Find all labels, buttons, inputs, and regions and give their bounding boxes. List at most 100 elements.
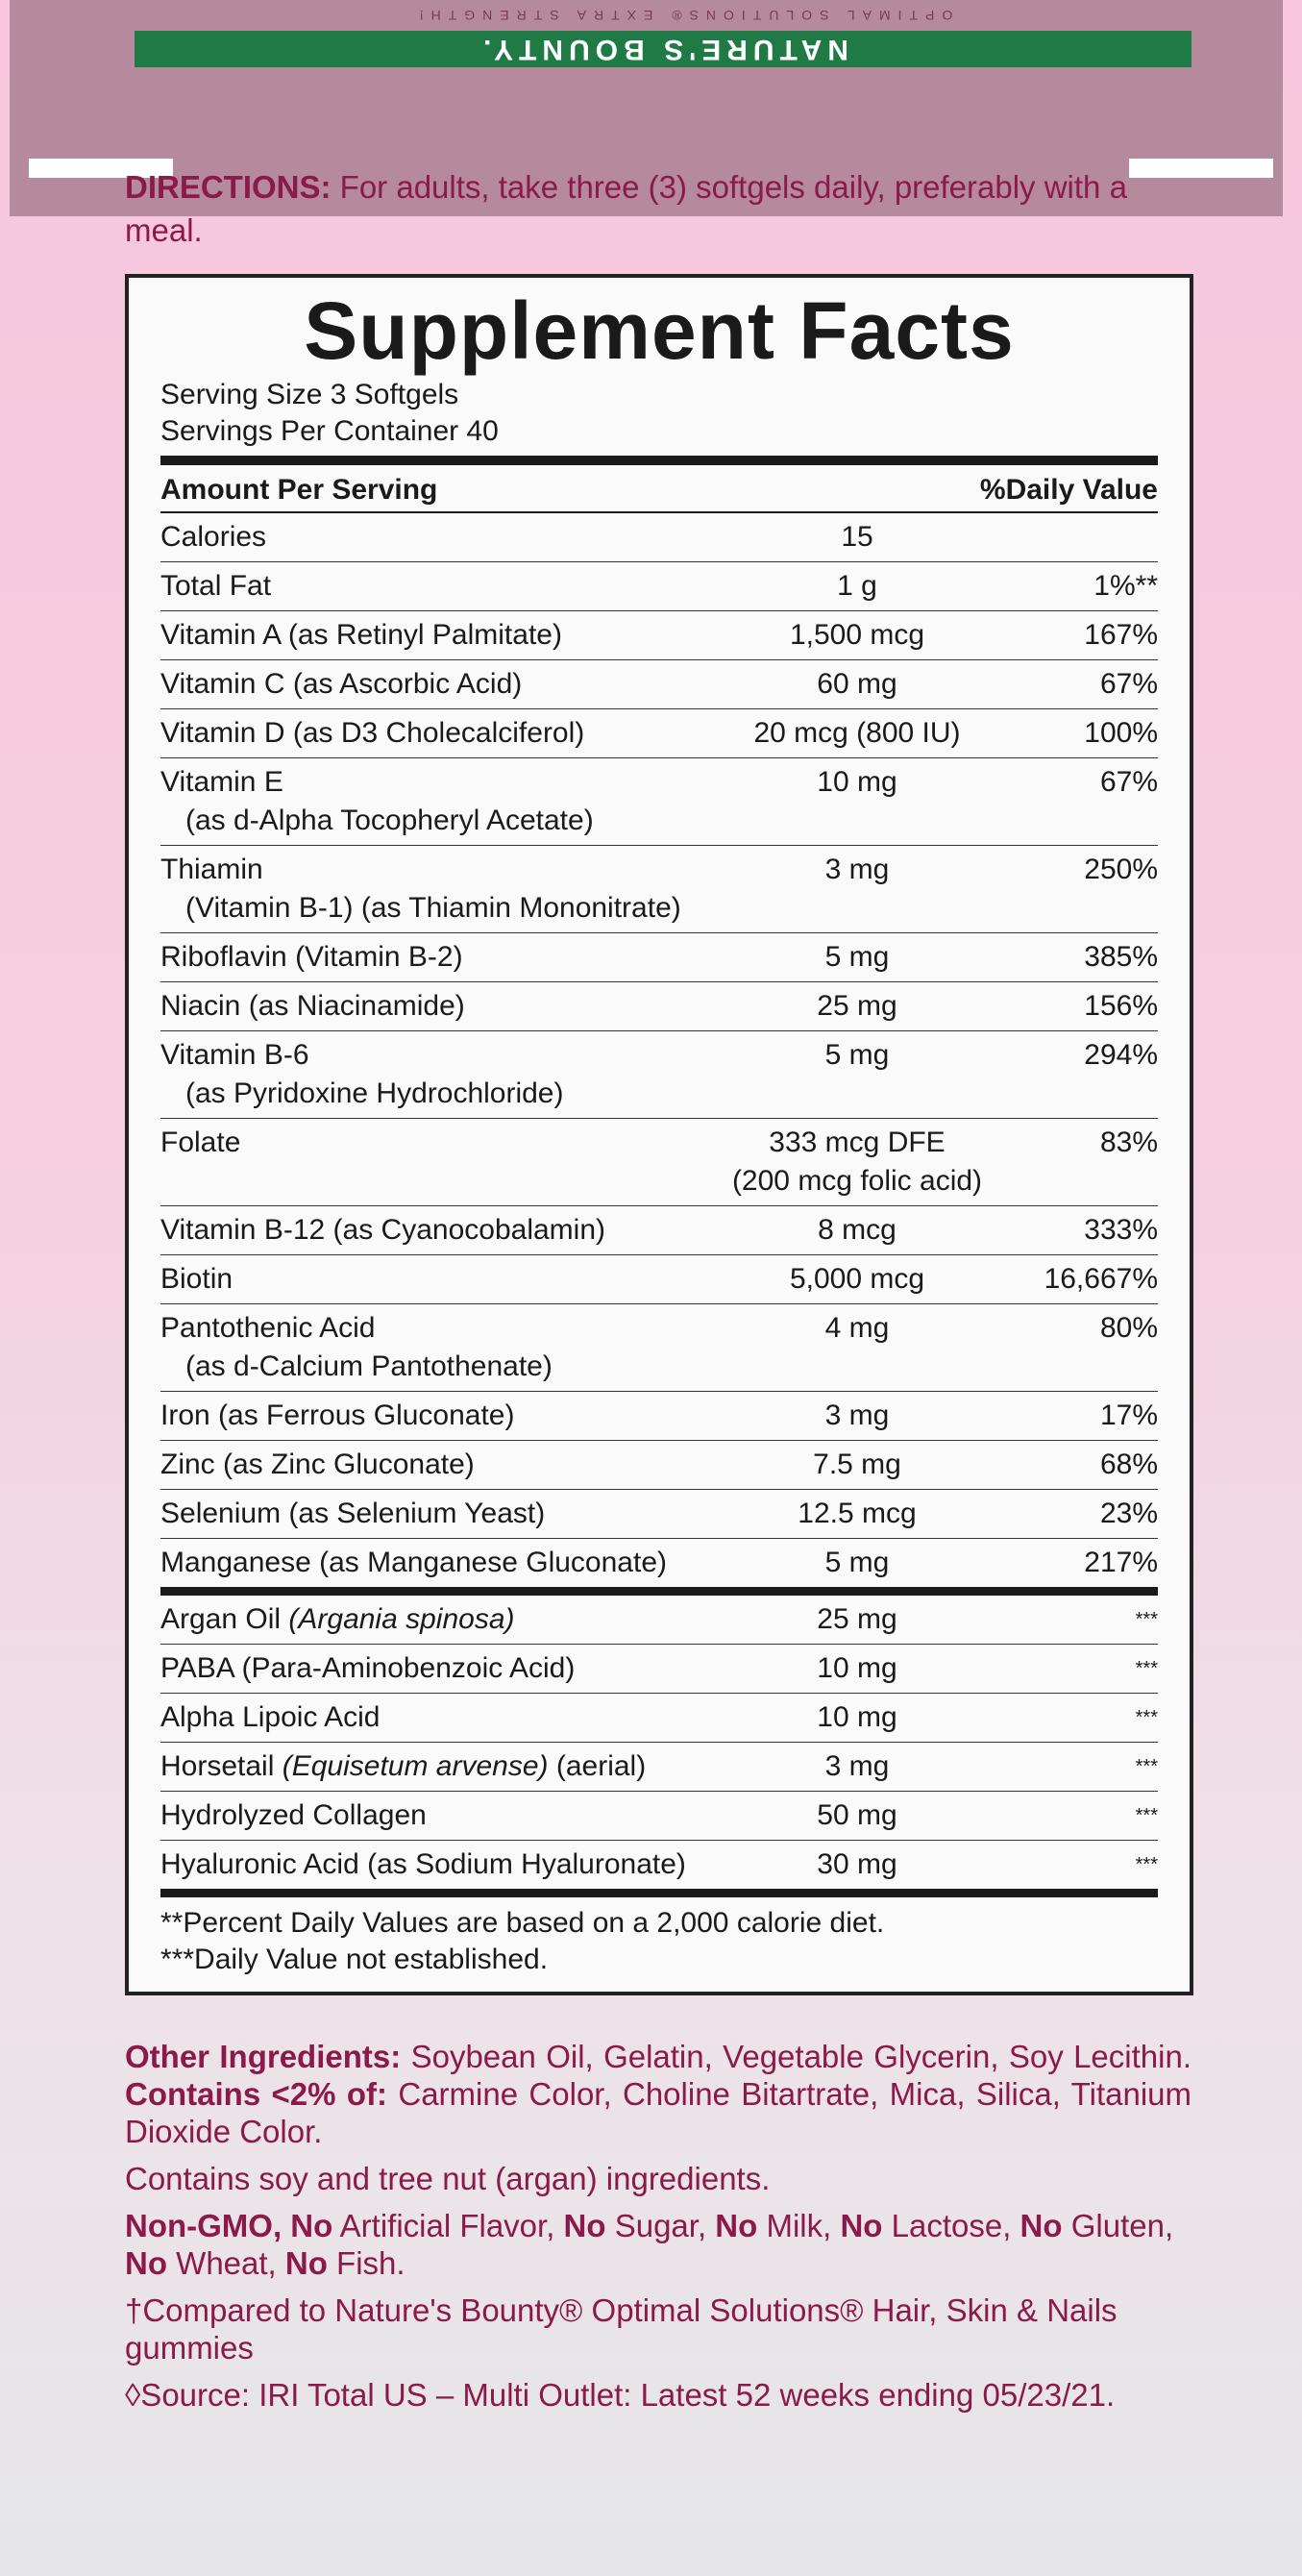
daily-value: *** bbox=[1135, 1756, 1158, 1777]
allergen-statement: Contains soy and tree nut (argan) ingred… bbox=[125, 2161, 771, 2196]
nutrient-label: Vitamin B-12 (as Cyanocobalamin) bbox=[160, 1214, 605, 1246]
directions-text: For adults, take three (3) softgels dail… bbox=[125, 169, 1127, 248]
amount: 10 mg bbox=[699, 763, 1016, 840]
claim-part: No bbox=[284, 2245, 328, 2281]
facts-row: Vitamin D (as D3 Cholecalciferol) 20 mcg … bbox=[160, 709, 1158, 758]
nutrient-name: Folate bbox=[160, 1124, 699, 1201]
nutrient-label: Zinc (as Zinc Gluconate) bbox=[160, 1449, 475, 1480]
amount-value: 20 mcg (800 IU) bbox=[753, 717, 961, 749]
daily-value: *** bbox=[1135, 1707, 1158, 1728]
facts-row: PABA (Para-Aminobenzoic Acid) 10 mg *** bbox=[160, 1645, 1158, 1694]
amount: 3 mg bbox=[699, 1747, 1016, 1786]
servings-per-container: Servings Per Container 40 bbox=[160, 415, 499, 447]
amount-value: 5 mg bbox=[824, 1547, 890, 1578]
nutrient-label: Horsetail bbox=[160, 1750, 283, 1782]
daily-value: 68% bbox=[1099, 1449, 1158, 1480]
nutrient-name: Vitamin E (as d-Alpha Tocopheryl Acetate) bbox=[160, 763, 699, 840]
nutrient-name: PABA (Para-Aminobenzoic Acid) bbox=[160, 1649, 699, 1688]
facts-header: Amount Per Serving %Daily Value bbox=[160, 469, 1158, 513]
daily-value: 80% bbox=[1099, 1312, 1158, 1344]
footnote-not-established: ***Daily Value not established. bbox=[160, 1944, 549, 1975]
nutrient-label: PABA (Para-Aminobenzoic Acid) bbox=[160, 1652, 576, 1684]
nutrient-name: Horsetail (Equisetum arvense) (aerial) bbox=[160, 1747, 699, 1786]
amount: 10 mg bbox=[699, 1649, 1016, 1688]
amount-value: 30 mg bbox=[817, 1848, 897, 1880]
claim-part: Milk, bbox=[757, 2208, 841, 2243]
amount-value: 333 mcg DFE bbox=[769, 1127, 946, 1158]
daily-value: 83% bbox=[1099, 1127, 1158, 1158]
nutrient-label: Vitamin C (as Ascorbic Acid) bbox=[160, 668, 523, 700]
nutrient-label: Hyaluronic Acid (as Sodium Hyaluronate) bbox=[160, 1848, 686, 1880]
nutrient-name: Vitamin D (as D3 Cholecalciferol) bbox=[160, 714, 699, 753]
daily-value: 294% bbox=[1084, 1039, 1158, 1071]
claim-part: Sugar, bbox=[605, 2208, 716, 2243]
claim-part: No bbox=[840, 2208, 883, 2243]
nutrient-label: Calories bbox=[160, 521, 267, 553]
facts-row: Vitamin B-12 (as Cyanocobalamin) 8 mcg 333… bbox=[160, 1206, 1158, 1255]
claim-part: Non-GMO, No bbox=[125, 2208, 333, 2243]
label-body: Supplement Facts Serving Size 3 Softgels… bbox=[125, 274, 1193, 2423]
amount-value: 15 bbox=[841, 521, 873, 553]
nutrient-latin-name: (Argania spinosa) bbox=[288, 1603, 515, 1635]
other-ingredients-text: Soybean Oil, Gelatin, Vegetable Glycerin… bbox=[401, 2039, 1191, 2074]
nutrient-label: Total Fat bbox=[160, 570, 272, 602]
amount: 3 mg bbox=[699, 1397, 1016, 1435]
other-ingredients-label: Other Ingredients: bbox=[125, 2039, 402, 2074]
daily-value: 23% bbox=[1099, 1498, 1158, 1529]
amount-value: 60 mg bbox=[817, 668, 897, 700]
nutrient-source: (as d-Calcium Pantothenate) bbox=[185, 1350, 553, 1382]
daily-value: *** bbox=[1135, 1658, 1158, 1679]
amount-value: 5,000 mcg bbox=[789, 1263, 925, 1295]
nutrient-label: Biotin bbox=[160, 1263, 233, 1295]
daily-value: *** bbox=[1135, 1805, 1158, 1826]
amount-value: 10 mg bbox=[817, 766, 897, 798]
amount: 20 mcg (800 IU) bbox=[699, 714, 1016, 753]
nutrient-name: Hydrolyzed Collagen bbox=[160, 1796, 699, 1835]
facts-row: Vitamin B-6 (as Pyridoxine Hydrochloride)… bbox=[160, 1031, 1158, 1119]
directions: DIRECTIONS: For adults, take three (3) s… bbox=[125, 165, 1191, 252]
amount: 25 mg bbox=[699, 1600, 1016, 1639]
daily-value: *** bbox=[1135, 1609, 1158, 1630]
nutrient-name: Calories bbox=[160, 518, 699, 557]
nutrient-suffix: (aerial) bbox=[548, 1750, 647, 1782]
facts-row: Vitamin C (as Ascorbic Acid) 60 mg 67% bbox=[160, 660, 1158, 709]
lid-tab-right bbox=[1129, 159, 1273, 178]
daily-value: *** bbox=[1135, 1854, 1158, 1875]
amount-value: 10 mg bbox=[817, 1701, 897, 1733]
nutrient-label: Pantothenic Acid bbox=[160, 1312, 376, 1344]
nutrient-name: Thiamin (Vitamin B-1) (as Thiamin Mononit… bbox=[160, 851, 699, 928]
facts-row: Selenium (as Selenium Yeast) 12.5 mcg 23% bbox=[160, 1490, 1158, 1539]
daily-value: 156% bbox=[1084, 990, 1158, 1022]
daily-value: 167% bbox=[1084, 619, 1158, 651]
nutrient-source: (as Pyridoxine Hydrochloride) bbox=[185, 1077, 564, 1109]
amount-value: 12.5 mcg bbox=[798, 1498, 917, 1529]
amount: 5 mg bbox=[699, 1036, 1016, 1113]
amount-value: 1,500 mcg bbox=[789, 619, 925, 651]
nutrient-source: (Vitamin B-1) (as Thiamin Mononitrate) bbox=[185, 892, 681, 924]
amount-value: 5 mg bbox=[824, 941, 890, 973]
facts-row: Zinc (as Zinc Gluconate) 7.5 mg 68% bbox=[160, 1441, 1158, 1490]
facts-row: Folate 333 mcg DFE (200 mcg folic acid) 83% bbox=[160, 1119, 1158, 1206]
amount: 1,500 mcg bbox=[699, 616, 1016, 655]
nutrient-name: Selenium (as Selenium Yeast) bbox=[160, 1495, 699, 1533]
amount-value: 50 mg bbox=[817, 1799, 897, 1831]
nutrient-name: Vitamin A (as Retinyl Palmitate) bbox=[160, 616, 699, 655]
amount: 8 mcg bbox=[699, 1211, 1016, 1250]
other-ingredients: Other Ingredients: Soybean Oil, Gelatin,… bbox=[125, 2038, 1191, 2150]
facts-row: Vitamin E (as d-Alpha Tocopheryl Acetate)… bbox=[160, 758, 1158, 846]
nutrient-label: Vitamin D (as D3 Cholecalciferol) bbox=[160, 717, 585, 749]
amount-value: 25 mg bbox=[817, 1603, 897, 1635]
facts-row: Thiamin (Vitamin B-1) (as Thiamin Mononit… bbox=[160, 846, 1158, 933]
brand-logo: NATURE'S BOUNTY. bbox=[135, 31, 1191, 67]
other-info: Other Ingredients: Soybean Oil, Gelatin,… bbox=[125, 2038, 1191, 2414]
daily-value: 67% bbox=[1099, 668, 1158, 700]
nutrient-name: Riboflavin (Vitamin B-2) bbox=[160, 938, 699, 977]
amount: 15 bbox=[699, 518, 1016, 557]
nutrient-label: Folate bbox=[160, 1127, 241, 1158]
nutrient-label: Thiamin bbox=[160, 854, 263, 885]
nutrient-name: Zinc (as Zinc Gluconate) bbox=[160, 1446, 699, 1484]
amount-value: 3 mg bbox=[824, 1750, 890, 1782]
amount-value: 10 mg bbox=[817, 1652, 897, 1684]
amount: 5,000 mcg bbox=[699, 1260, 1016, 1299]
claim-part: No bbox=[715, 2208, 758, 2243]
